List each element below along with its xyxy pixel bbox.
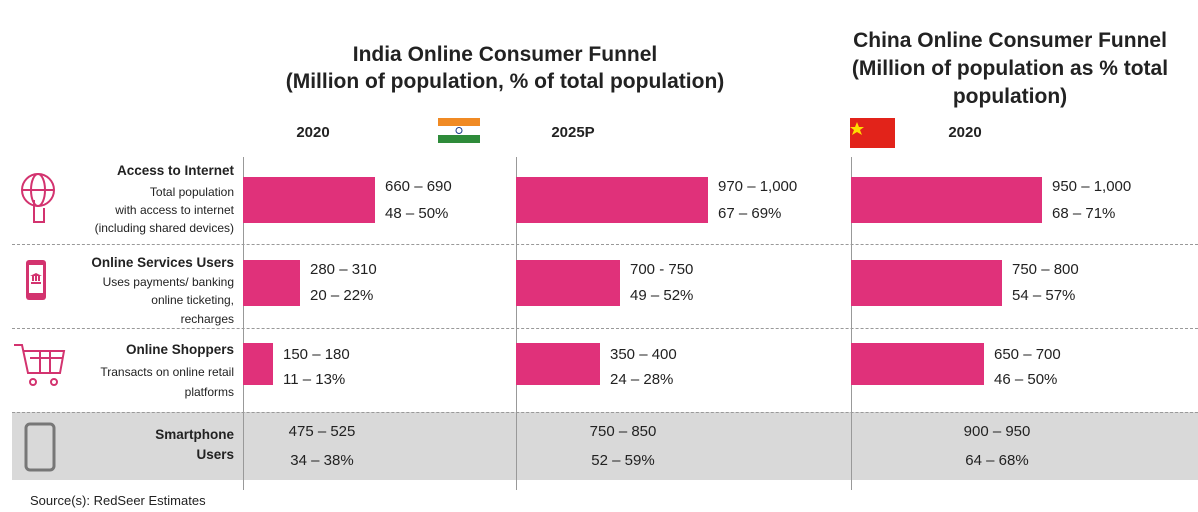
share-label: 46 – 50% — [994, 371, 1058, 388]
bar — [851, 177, 1042, 223]
population-label: 950 – 1,000 — [1052, 178, 1132, 195]
row-title: Online Shoppers — [125, 342, 234, 357]
bar — [516, 177, 708, 223]
row-description: Total population — [149, 185, 234, 199]
bar — [851, 343, 984, 385]
bar — [516, 343, 600, 385]
bar — [243, 343, 273, 385]
china-title: (Million of population as % total — [851, 57, 1169, 80]
share-label: 68 – 71% — [1052, 205, 1116, 222]
row-title: Access to Internet — [116, 163, 234, 178]
population-label: 700 - 750 — [630, 261, 694, 278]
row-description: platforms — [184, 385, 234, 399]
population-label: 970 – 1,000 — [718, 178, 798, 195]
row-title: Online Services Users — [91, 255, 234, 270]
row-divider — [12, 412, 1198, 413]
row-divider — [12, 244, 1198, 245]
column-line — [243, 157, 244, 490]
row-description: with access to internet — [115, 203, 234, 217]
row-description: Uses payments/ banking — [102, 275, 234, 289]
row-description: online ticketing, — [151, 293, 234, 307]
phone-icon — [26, 260, 46, 300]
share-label: 54 – 57% — [1012, 287, 1076, 304]
cart-icon — [14, 344, 66, 386]
row-title: Users — [196, 447, 234, 462]
row-description: Transacts on online retail — [100, 365, 234, 379]
column-line — [516, 157, 517, 490]
row-description: recharges — [180, 312, 234, 326]
population-label: 650 – 700 — [994, 346, 1061, 363]
population-label: 750 – 800 — [1012, 261, 1079, 278]
share-label: 52 – 59% — [591, 452, 655, 469]
china-title: China Online Consumer Funnel — [853, 29, 1167, 52]
india-title: India Online Consumer Funnel — [352, 43, 658, 66]
globe-icon — [21, 173, 55, 223]
share-label: 34 – 38% — [290, 452, 354, 469]
row-title: Smartphone — [155, 427, 234, 442]
column-header: 2020 — [296, 124, 330, 141]
india-flag — [438, 118, 480, 143]
column-header: 2025P — [551, 124, 595, 141]
population-label: 475 – 525 — [288, 423, 356, 440]
column-header: 2020 — [948, 124, 982, 141]
population-label: 280 – 310 — [310, 261, 377, 278]
population-label: 750 – 850 — [589, 423, 657, 440]
population-label: 150 – 180 — [283, 346, 350, 363]
smartphone-row-bg — [12, 412, 1198, 480]
population-label: 350 – 400 — [610, 346, 677, 363]
source: Source(s): RedSeer Estimates — [30, 493, 206, 508]
share-label: 20 – 22% — [310, 287, 374, 304]
share-label: 24 – 28% — [610, 371, 674, 388]
share-label: 49 – 52% — [630, 287, 694, 304]
row-divider — [12, 328, 1198, 329]
china-title: population) — [952, 85, 1068, 108]
share-label: 11 – 13% — [283, 371, 346, 388]
india-title: (Million of population, % of total popul… — [285, 70, 725, 93]
bar — [516, 260, 620, 306]
bar — [243, 260, 300, 306]
share-label: 67 – 69% — [718, 205, 782, 222]
bar — [851, 260, 1002, 306]
china-flag — [850, 118, 895, 148]
population-label: 660 – 690 — [385, 178, 452, 195]
population-label: 900 – 950 — [963, 423, 1031, 440]
row-description: (including shared devices) — [94, 221, 234, 235]
smartphone-icon — [24, 422, 56, 472]
share-label: 48 – 50% — [385, 205, 449, 222]
column-line — [851, 157, 852, 490]
bar — [243, 177, 375, 223]
share-label: 64 – 68% — [965, 452, 1029, 469]
